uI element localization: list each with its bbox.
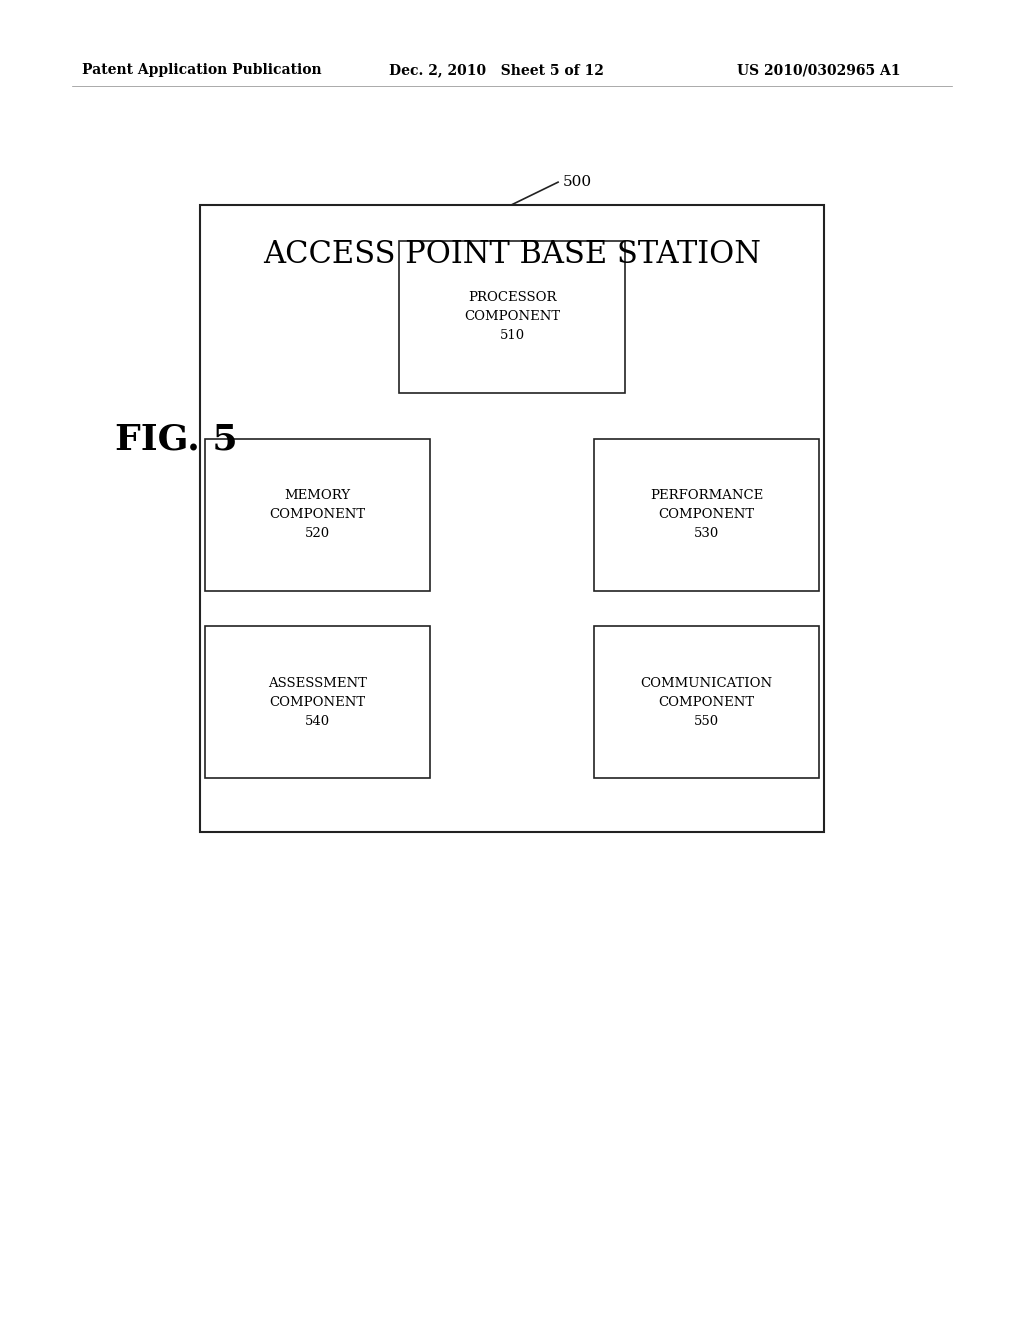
Text: COMMUNICATION
COMPONENT
550: COMMUNICATION COMPONENT 550 <box>640 677 773 727</box>
Text: ACCESS POINT BASE STATION: ACCESS POINT BASE STATION <box>263 239 761 271</box>
Text: PERFORMANCE
COMPONENT
530: PERFORMANCE COMPONENT 530 <box>650 490 763 540</box>
Text: Patent Application Publication: Patent Application Publication <box>82 63 322 78</box>
Text: FIG. 5: FIG. 5 <box>115 422 238 457</box>
Text: Dec. 2, 2010   Sheet 5 of 12: Dec. 2, 2010 Sheet 5 of 12 <box>389 63 604 78</box>
Text: US 2010/0302965 A1: US 2010/0302965 A1 <box>737 63 901 78</box>
Text: 500: 500 <box>563 176 592 189</box>
Text: MEMORY
COMPONENT
520: MEMORY COMPONENT 520 <box>269 490 366 540</box>
Text: PROCESSOR
COMPONENT
510: PROCESSOR COMPONENT 510 <box>464 292 560 342</box>
Text: ASSESSMENT
COMPONENT
540: ASSESSMENT COMPONENT 540 <box>268 677 367 727</box>
